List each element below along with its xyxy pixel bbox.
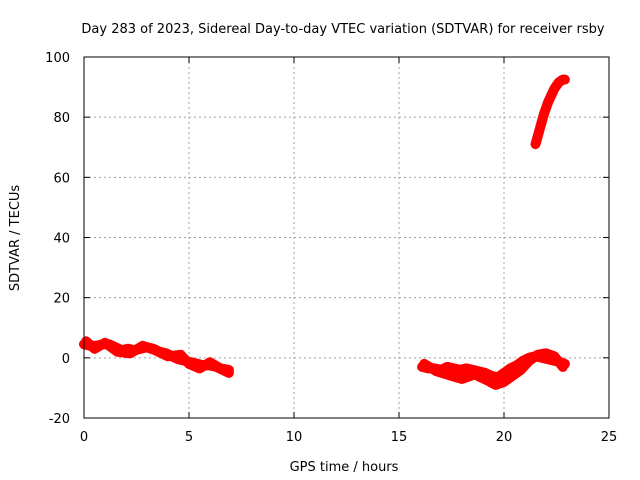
data-point-marker <box>195 364 204 373</box>
data-point-marker <box>550 352 559 361</box>
data-point-marker <box>126 349 135 358</box>
data-point-marker <box>432 367 441 376</box>
data-point-marker <box>542 104 550 113</box>
data-point-marker <box>420 359 429 368</box>
sdtvar-evening-arc-2 <box>419 348 568 390</box>
y-tick-label: 60 <box>53 171 70 186</box>
data-point-marker <box>533 350 542 359</box>
data-point-marker <box>531 140 540 149</box>
data-series <box>79 74 570 390</box>
data-point-marker <box>82 337 91 346</box>
data-point-marker <box>516 365 525 374</box>
data-point-marker <box>542 349 550 358</box>
data-point-marker <box>458 374 466 383</box>
x-tick-label: 25 <box>601 430 618 445</box>
x-tick-label: 10 <box>286 430 303 445</box>
data-point-marker <box>113 347 122 356</box>
data-point-marker <box>560 75 569 84</box>
data-point-marker <box>449 364 458 373</box>
data-point-marker <box>206 358 214 367</box>
data-point-marker <box>533 132 542 141</box>
y-axis-label: SDTVAR / TECUs <box>8 185 23 292</box>
data-point-marker <box>546 93 555 102</box>
y-tick-label: 80 <box>53 111 70 126</box>
x-tick-label: 0 <box>80 430 88 445</box>
sdtvar-evening-rise <box>530 74 570 150</box>
data-point-marker <box>101 338 109 347</box>
data-point-marker <box>537 117 546 126</box>
data-point-marker <box>548 89 557 98</box>
data-point-marker <box>151 346 160 355</box>
data-point-marker <box>90 344 99 353</box>
y-tick-label: 100 <box>45 51 70 66</box>
x-tick-label: 20 <box>496 430 513 445</box>
data-point-marker <box>491 380 500 389</box>
data-point-marker <box>455 365 464 374</box>
axis-ticks: 0 5 10 15 20 25 -20 0 20 40 60 80 100 <box>45 51 617 445</box>
data-point-marker <box>500 368 508 377</box>
data-point-marker <box>216 364 225 373</box>
chart-title: Day 283 of 2023, Sidereal Day-to-day VTE… <box>81 22 604 37</box>
data-point-marker <box>185 359 193 368</box>
data-point-marker <box>164 352 172 361</box>
data-point-marker <box>176 350 185 359</box>
data-point-marker <box>483 376 492 385</box>
sdtvar-morning-arc-2 <box>81 336 234 375</box>
data-point-marker <box>539 110 548 119</box>
y-tick-label: -20 <box>49 412 70 427</box>
data-point-marker <box>138 341 147 350</box>
data-point-marker <box>508 371 517 380</box>
data-point-marker <box>558 362 567 371</box>
y-tick-label: 20 <box>53 292 70 307</box>
data-point-marker <box>544 98 553 107</box>
data-point-marker <box>470 370 479 379</box>
x-tick-label: 5 <box>185 430 193 445</box>
data-point-marker <box>535 125 544 134</box>
y-tick-label: 0 <box>62 352 70 367</box>
data-point-marker <box>525 356 534 365</box>
x-axis-label: GPS time / hours <box>290 460 399 475</box>
y-tick-label: 40 <box>53 232 70 247</box>
data-point-marker <box>462 364 471 373</box>
data-point-marker <box>500 377 508 386</box>
x-tick-label: 15 <box>391 430 408 445</box>
data-point-marker <box>506 364 515 373</box>
data-point-marker <box>447 371 456 380</box>
data-point-marker <box>224 365 233 374</box>
